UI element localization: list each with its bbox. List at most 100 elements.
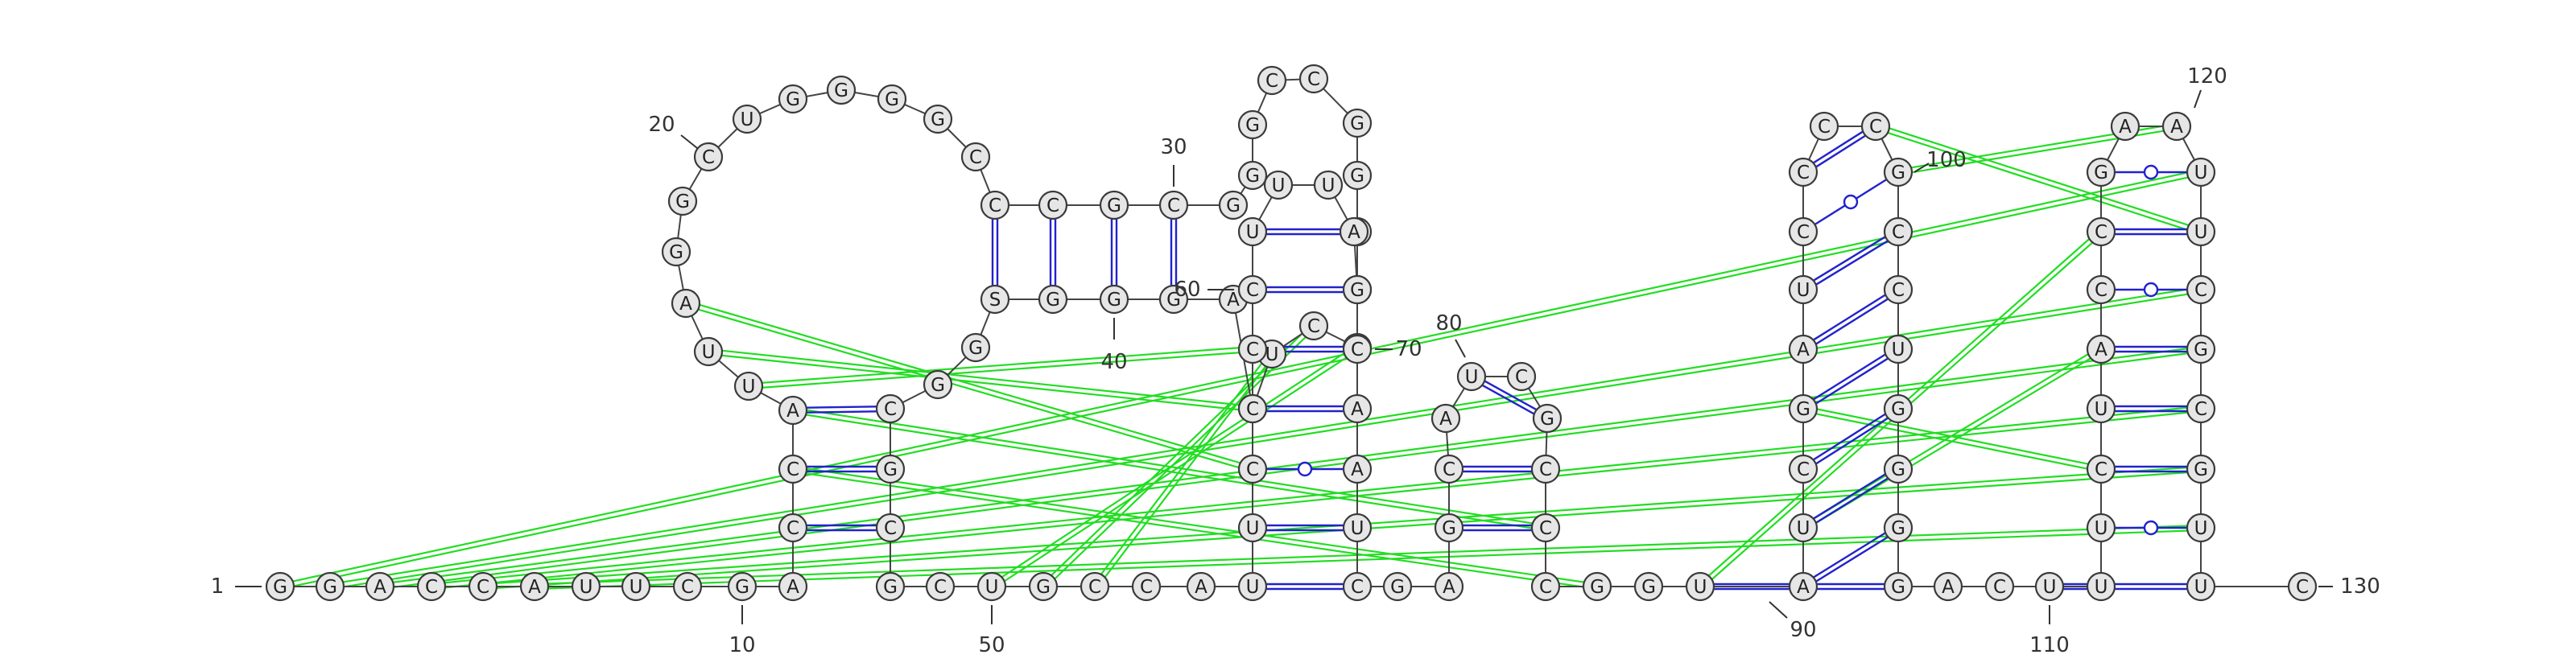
- nucleotide-label-29: G: [1107, 196, 1121, 216]
- nucleotide-label-56: U: [985, 577, 999, 598]
- nucleotide-47: [1038, 284, 1068, 315]
- pseudoknot-line-15-65-b: [748, 345, 1253, 385]
- nucleotide-114: [2086, 454, 2116, 484]
- nucleotide-label-76: C: [1351, 577, 1364, 598]
- pseudoknot-line-13-88-b: [793, 465, 1598, 586]
- nucleotide-116: [2086, 334, 2116, 364]
- nucleotide-3: [365, 571, 395, 602]
- nucleotide-72: [1342, 334, 1373, 364]
- nucleotide-126: [2186, 393, 2216, 424]
- nucleotide-101: [1883, 157, 1913, 187]
- nucleotide-label-123: U: [2194, 222, 2208, 243]
- nucleotide-label-49: G: [968, 338, 983, 359]
- nucleotide-label-98: C: [1797, 163, 1810, 183]
- position-label-120: 120: [2187, 64, 2227, 89]
- nucleotide-label-33: G: [1245, 115, 1260, 136]
- nucleotide-104: [1883, 334, 1913, 364]
- nucleotide-113: [2086, 513, 2116, 543]
- wobble-pair-marker: [2143, 164, 2159, 180]
- base-pair-92-106-strand: [1813, 473, 1886, 520]
- nucleotide-103: [1883, 274, 1913, 305]
- nucleotide-label-10: G: [735, 577, 749, 598]
- wobble-pair-marker: [2143, 520, 2159, 536]
- nucleotide-label-6: A: [528, 577, 541, 598]
- nucleotide-60: [1186, 571, 1216, 602]
- nucleotide-label-42: U: [1265, 344, 1279, 365]
- pseudoknot-line-2-124-a: [330, 290, 2202, 591]
- nucleotide-32: [1237, 160, 1268, 191]
- nucleotide-27: [980, 190, 1010, 220]
- wobble-pair-marker: [2143, 282, 2159, 298]
- nucleotide-112: [2086, 571, 2116, 602]
- nucleotide-label-1: G: [273, 577, 287, 598]
- nucleotide-label-78: A: [1443, 577, 1455, 598]
- nucleotide-58: [1080, 571, 1110, 602]
- nucleotide-label-74: A: [1351, 459, 1364, 480]
- base-pair-93-105-strand: [1813, 413, 1886, 461]
- nucleotide-label-46: G: [1107, 290, 1121, 311]
- nucleotide-51: [875, 393, 906, 424]
- nucleotide-79: [1434, 513, 1464, 543]
- nucleotide-label-96: U: [1797, 280, 1810, 301]
- position-label-40: 40: [1100, 350, 1127, 374]
- nucleotide-label-71: G: [1350, 280, 1364, 301]
- nucleotide-label-122: U: [2194, 163, 2208, 183]
- nucleotide-label-47: G: [1046, 290, 1060, 311]
- nucleotide-label-5: C: [477, 577, 489, 598]
- position-tick-80: [1455, 339, 1466, 358]
- nucleotide-label-117: C: [2095, 280, 2107, 301]
- base-pair-94-104: [1815, 357, 1889, 405]
- nucleotide-label-12: C: [786, 518, 799, 539]
- nucleotide-53: [875, 513, 906, 543]
- pseudoknot-line-56-40-a: [993, 348, 1360, 590]
- nucleotide-label-73: A: [1351, 399, 1364, 420]
- nucleotide-95: [1788, 334, 1818, 364]
- nucleotide-label-63: C: [1246, 459, 1259, 480]
- nucleotide-57: [1028, 571, 1059, 602]
- nucleotide-label-64: C: [1246, 399, 1259, 420]
- nucleotide-label-14: A: [786, 401, 799, 422]
- nucleotide-63: [1237, 454, 1268, 484]
- nucleotide-33: [1237, 109, 1268, 140]
- nucleotide-label-17: A: [679, 294, 692, 315]
- position-label-130: 130: [2340, 574, 2380, 599]
- pseudoknot-line-16-64-b: [708, 348, 1253, 408]
- nucleotide-45: [1158, 284, 1189, 315]
- nucleotide-48: [980, 284, 1010, 315]
- nucleotide-label-84: G: [1540, 409, 1554, 430]
- base-pairs: [806, 130, 2187, 591]
- nucleotide-20: [693, 142, 724, 172]
- nucleotide-label-124: C: [2194, 280, 2207, 301]
- nucleotide-label-53: C: [884, 518, 897, 539]
- nucleotide-label-45: G: [1166, 290, 1181, 311]
- nucleotide-label-57: G: [1036, 577, 1051, 598]
- nucleotide-label-31: G: [1226, 196, 1241, 216]
- nucleotide-label-50: G: [931, 375, 945, 396]
- nucleotide-label-79: G: [1442, 518, 1456, 539]
- pseudoknot-line-4-126-a: [431, 410, 2202, 591]
- base-pair-14-51-strand: [806, 406, 877, 409]
- nucleotide-75: [1342, 513, 1373, 543]
- position-tick-100: [1913, 163, 1930, 173]
- nucleotide-65: [1237, 334, 1268, 364]
- nucleotide-46: [1099, 284, 1129, 315]
- nucleotide-label-116: A: [2095, 340, 2107, 360]
- nucleotide-28: [1038, 190, 1068, 220]
- nucleotide-label-128: U: [2194, 518, 2208, 539]
- nucleotide-label-129: U: [2194, 577, 2208, 598]
- nucleotide-98: [1788, 157, 1818, 187]
- nucleotide-8: [621, 571, 651, 602]
- nucleotide-119: [2086, 157, 2116, 187]
- position-label-30: 30: [1160, 135, 1187, 159]
- nucleotide-88: [1582, 571, 1612, 602]
- nucleotide-70: [1339, 216, 1369, 247]
- base-pair-92-106: [1815, 477, 1889, 524]
- nucleotide-123: [2186, 216, 2216, 247]
- pseudoknot-line-6-128-a: [535, 529, 2202, 591]
- nucleotide-64: [1237, 393, 1268, 424]
- nucleotide-10: [727, 571, 758, 602]
- pseudoknot-line-94-114-a: [1802, 410, 2101, 473]
- nucleotide-6: [519, 571, 550, 602]
- nucleotide-label-34: C: [1265, 71, 1278, 92]
- nucleotide-12: [778, 513, 808, 543]
